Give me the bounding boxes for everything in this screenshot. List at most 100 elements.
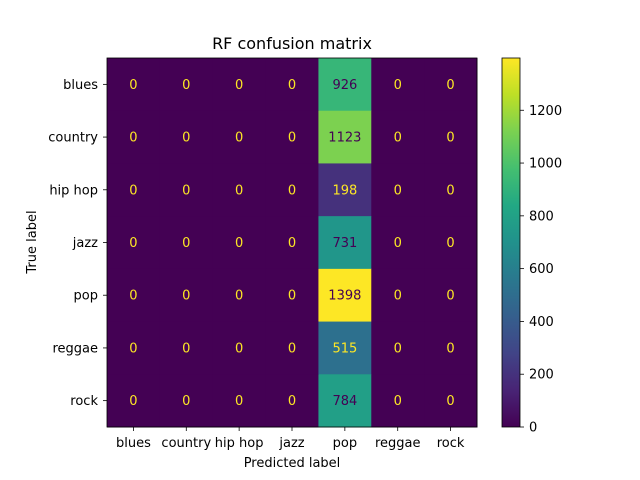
cell-value-label: 0 [129, 289, 137, 304]
colorbar-tick-label: 0 [529, 421, 537, 436]
colorbar-tick-label: 400 [529, 315, 554, 330]
heatmap-cell [107, 374, 161, 428]
x-tick-label: hip hop [215, 436, 264, 451]
cell-value-label: 0 [235, 341, 243, 356]
x-tick-label: blues [116, 436, 151, 451]
cell-value-label: 198 [332, 183, 357, 198]
cell-value-label: 1123 [328, 131, 361, 146]
y-tick-label: blues [63, 78, 98, 93]
heatmap-cell [107, 58, 161, 112]
heatmap-cell [318, 58, 372, 112]
heatmap-cell [159, 268, 214, 323]
cell-value-label: 0 [446, 289, 454, 304]
cell-value-label: 0 [446, 394, 454, 409]
y-tick-label: reggae [52, 341, 98, 356]
heatmap-cell [318, 321, 372, 375]
heatmap-cell [107, 268, 161, 323]
heatmap-cell [371, 216, 425, 270]
heatmap-cell [107, 216, 161, 270]
heatmap-cell [265, 110, 319, 164]
cell-value-label: 0 [182, 183, 190, 198]
heatmap-cell [107, 321, 161, 375]
heatmap-cell [212, 374, 267, 428]
heatmap-cell [371, 58, 425, 112]
cell-value-label: 0 [182, 341, 190, 356]
cell-value-label: 784 [332, 394, 357, 409]
y-axis-ticks: blues country hip hop jazz pop reggae rock [48, 78, 107, 409]
x-tick-label: rock [437, 436, 465, 451]
cell-value-label: 0 [394, 236, 402, 251]
heatmap-cell [371, 321, 425, 375]
cell-value-label: 0 [288, 78, 296, 93]
cell-value-label: 0 [182, 236, 190, 251]
heatmap-cell [107, 110, 161, 164]
heatmap-cell [371, 374, 425, 428]
cell-value-label: 0 [446, 236, 454, 251]
heatmap-cell [159, 110, 214, 164]
cell-value-label: 0 [129, 78, 137, 93]
y-tick-label: jazz [72, 236, 98, 251]
cell-value-label: 0 [235, 236, 243, 251]
heatmap-cell [318, 110, 372, 164]
y-tick-label: country [48, 131, 98, 146]
cell-value-label: 0 [446, 341, 454, 356]
cell-value-label: 0 [235, 183, 243, 198]
colorbar [501, 57, 521, 428]
cell-value-label: 0 [394, 394, 402, 409]
heatmap-cell [212, 163, 267, 217]
heatmap-cell [265, 374, 319, 428]
cell-value-label: 0 [288, 341, 296, 356]
x-tick-label: reggae [375, 436, 421, 451]
heatmap-cell [424, 268, 478, 323]
cell-value-label: 0 [288, 394, 296, 409]
heatmap-cell [424, 110, 478, 164]
heatmap-cells [107, 58, 478, 428]
heatmap-cell [318, 268, 372, 323]
cell-value-label: 0 [394, 78, 402, 93]
chart-title: RF confusion matrix [212, 34, 372, 53]
y-tick-label: pop [74, 289, 98, 304]
x-axis-label: Predicted label [244, 456, 341, 471]
colorbar-ticks: 0 200 400 600 800 1000 1200 [520, 104, 562, 436]
x-tick-label: country [161, 436, 211, 451]
heatmap-cell [424, 58, 478, 112]
heatmap-cell [159, 163, 214, 217]
heatmap-cell [265, 163, 319, 217]
heatmap-cell [265, 58, 319, 112]
cell-value-label: 1398 [328, 289, 361, 304]
cell-value-label: 0 [446, 78, 454, 93]
heatmap-cell [107, 163, 161, 217]
colorbar-tick-label: 1000 [529, 157, 562, 172]
heatmap-cell [212, 321, 267, 375]
heatmap-cell [159, 374, 214, 428]
heatmap-cell [318, 163, 372, 217]
cell-value-label: 0 [446, 183, 454, 198]
cell-value-label: 0 [182, 131, 190, 146]
colorbar-tick-label: 600 [529, 262, 554, 277]
cell-value-label: 0 [394, 183, 402, 198]
x-tick-label: pop [333, 436, 357, 451]
cell-value-label: 0 [446, 131, 454, 146]
cell-value-label: 0 [235, 131, 243, 146]
cell-value-label: 0 [288, 131, 296, 146]
cell-value-label: 0 [235, 289, 243, 304]
cell-value-label: 0 [394, 341, 402, 356]
heatmap-cell [371, 268, 425, 323]
cell-value-label: 0 [235, 78, 243, 93]
heatmap-cell-labels: 0 0 0 0 926 0 0 0 0 0 0 1123 0 0 0 0 0 0 198 0 0 0 0 0 0 731 0 0 0 0 0… [129, 78, 454, 409]
cell-value-label: 0 [182, 78, 190, 93]
heatmap-cell [212, 216, 267, 270]
heatmap-cell [424, 163, 478, 217]
heatmap-cell [159, 58, 214, 112]
heatmap-cell [265, 268, 319, 323]
heatmap-cell [212, 110, 267, 164]
heatmap-cell [424, 374, 478, 428]
y-tick-label: rock [70, 394, 98, 409]
heatmap-cell [159, 321, 214, 375]
cell-value-label: 0 [288, 183, 296, 198]
cell-value-label: 0 [129, 394, 137, 409]
cell-value-label: 0 [129, 183, 137, 198]
colorbar-tick-label: 200 [529, 368, 554, 383]
cell-value-label: 0 [129, 236, 137, 251]
